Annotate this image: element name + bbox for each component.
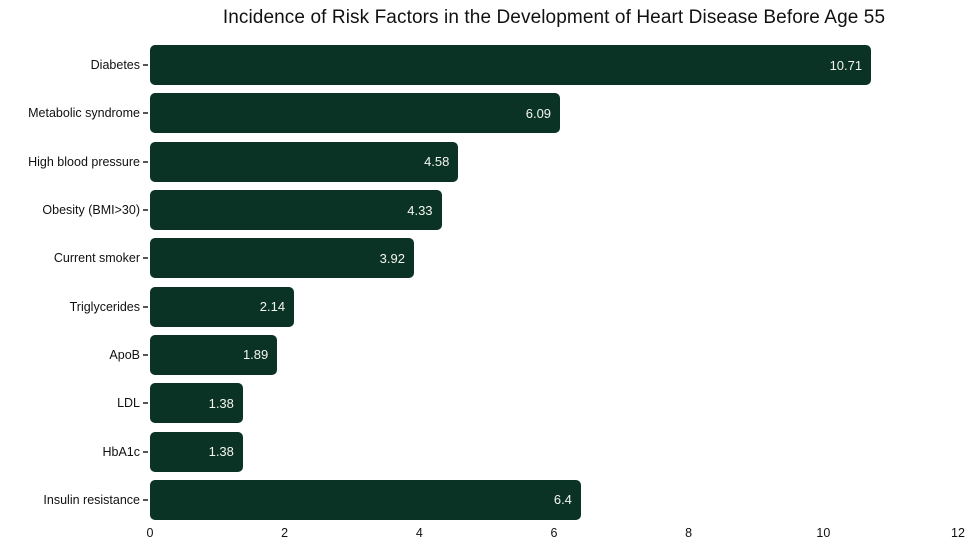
bar-track: 1.38: [143, 431, 958, 472]
y-axis-tick: [143, 209, 148, 212]
bar-value-label: 1.38: [208, 444, 234, 460]
category-label: HbA1c: [102, 444, 140, 459]
bar: 1.38: [150, 383, 243, 424]
bar: 4.58: [150, 141, 459, 182]
bar-row: Diabetes 10.71: [0, 41, 958, 89]
bar: 1.89: [150, 334, 278, 375]
bar-track: 1.38: [143, 383, 958, 424]
bar-track: 4.58: [143, 141, 958, 182]
bar: 10.71: [150, 45, 872, 86]
bar-value-label: 1.38: [208, 395, 234, 411]
bar-track: 6.09: [143, 93, 958, 134]
bar: 4.33: [150, 190, 442, 231]
y-axis-tick: [143, 402, 148, 405]
category-label: Diabetes: [90, 58, 140, 73]
bar-row: High blood pressure 4.58: [0, 138, 958, 186]
x-axis: 0 2 4 6 8 10 12: [146, 524, 965, 546]
bar-track: 3.92: [143, 238, 958, 279]
bar-value-label: 4.58: [424, 154, 450, 170]
bar-value-label: 6.09: [525, 105, 552, 121]
bar-value-label: 2.14: [259, 299, 286, 315]
y-axis-tick: [143, 112, 148, 115]
bar: 6.4: [150, 479, 581, 520]
y-axis-tick: [143, 498, 148, 501]
bar-row: Metabolic syndrome 6.09: [0, 89, 958, 137]
x-axis-tick-label: 8: [685, 526, 693, 540]
category-label: ApoB: [109, 347, 140, 362]
x-axis-tick-label: 12: [951, 526, 965, 540]
x-axis-tick-label: 10: [816, 526, 831, 540]
bar: 6.09: [150, 93, 561, 134]
bar-row: LDL 1.38: [0, 379, 958, 427]
x-axis-tick-label: 2: [281, 526, 289, 540]
bar-track: 4.33: [143, 190, 958, 231]
bar-row: Triglycerides 2.14: [0, 282, 958, 330]
chart-title: Incidence of Risk Factors in the Develop…: [222, 7, 886, 28]
plot-area: Diabetes 10.71 Metabolic syndrome 6.09 High …: [0, 41, 958, 524]
bar-value-label: 6.4: [553, 492, 572, 508]
bar-value-label: 3.92: [379, 250, 405, 266]
bar-track: 10.71: [143, 45, 958, 86]
y-axis-tick: [143, 353, 148, 356]
x-axis-tick-label: 0: [146, 526, 154, 540]
x-axis-tick-label: 4: [415, 526, 423, 540]
bar-row: Obesity (BMI>30) 4.33: [0, 186, 958, 234]
bar-row: Insulin resistance 6.4: [0, 476, 958, 524]
category-label: Insulin resistance: [43, 492, 140, 507]
bar-row: ApoB 1.89: [0, 331, 958, 379]
y-axis-tick: [143, 257, 148, 260]
bar-track: 1.89: [143, 334, 958, 375]
category-label: Obesity (BMI>30): [42, 203, 140, 218]
x-axis-tick-label: 6: [550, 526, 558, 540]
bar-track: 2.14: [143, 286, 958, 327]
bar-value-label: 10.71: [829, 57, 863, 73]
y-axis-tick: [143, 450, 148, 453]
category-label: High blood pressure: [28, 154, 140, 169]
bar: 3.92: [150, 238, 414, 279]
bar-row: HbA1c 1.38: [0, 427, 958, 475]
y-axis-tick: [143, 305, 148, 308]
y-axis-tick: [143, 160, 148, 163]
category-label: Current smoker: [53, 251, 140, 266]
category-label: Metabolic syndrome: [28, 106, 140, 121]
bar-value-label: 1.89: [242, 347, 269, 363]
bar: 2.14: [150, 286, 295, 327]
bar-track: 6.4: [143, 479, 958, 520]
bar-row: Current smoker 3.92: [0, 234, 958, 282]
category-label: Triglycerides: [69, 299, 140, 314]
category-label: LDL: [117, 396, 140, 411]
bar-value-label: 4.33: [407, 202, 433, 218]
y-axis-tick: [143, 64, 148, 67]
bar: 1.38: [150, 431, 243, 472]
